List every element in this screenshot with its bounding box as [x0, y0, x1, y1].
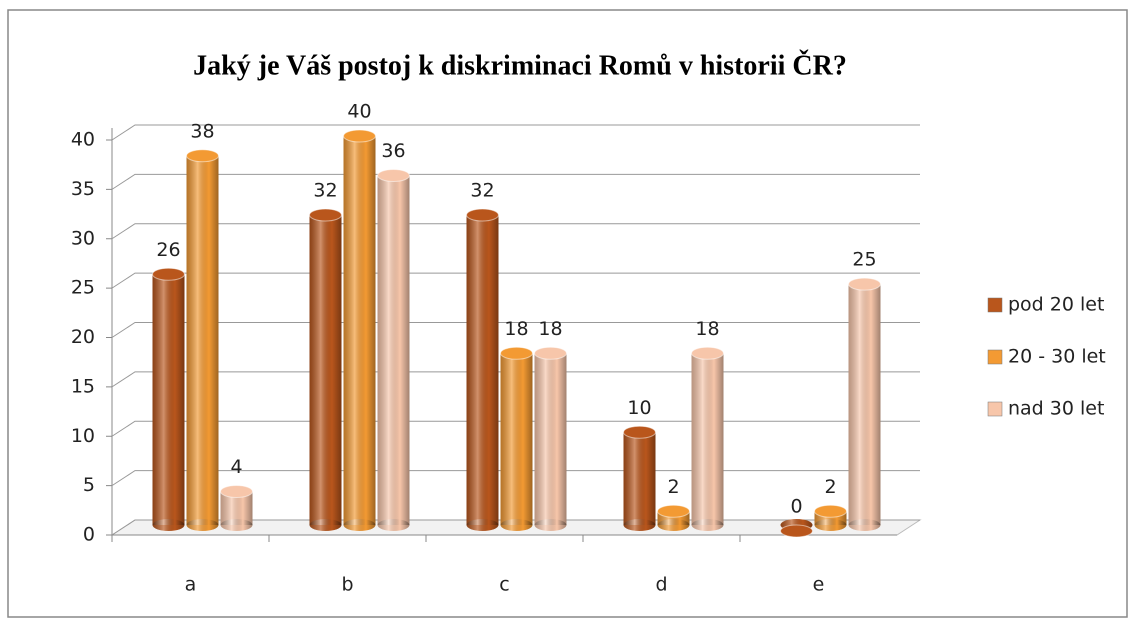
data-label: 40 — [347, 101, 371, 123]
bar-base-shade — [623, 519, 656, 531]
bar-shade — [848, 284, 881, 525]
bar-shade — [623, 432, 656, 525]
bar-base-shade — [343, 519, 376, 531]
grid-line — [111, 272, 920, 289]
data-label: 10 — [627, 397, 651, 419]
bar-base-shade — [309, 519, 342, 531]
bar-top — [780, 524, 813, 538]
bar-base-shade — [377, 519, 410, 531]
bar-top — [152, 267, 185, 281]
bar-top — [657, 504, 690, 518]
grid-line — [111, 420, 920, 437]
data-label: 26 — [156, 239, 180, 261]
data-label: 32 — [313, 180, 337, 202]
data-label: 38 — [190, 120, 214, 142]
legend-swatch — [987, 349, 1003, 365]
grid-line — [111, 371, 920, 388]
bar-base-shade — [657, 519, 690, 531]
y-tick-label: 35 — [71, 178, 95, 200]
bar-shade — [343, 136, 376, 525]
x-tick-label: b — [341, 574, 353, 596]
bar-shade — [186, 155, 219, 525]
y-tick-label: 25 — [71, 277, 95, 299]
data-label: 4 — [230, 456, 242, 478]
bar-shade — [500, 353, 533, 525]
grid-line — [111, 173, 920, 190]
bar-shade — [466, 215, 499, 525]
x-tick-label: c — [499, 574, 509, 596]
y-tick-label: 15 — [71, 375, 95, 397]
legend-swatch — [987, 401, 1003, 417]
bar-base-shade — [152, 519, 185, 531]
bar-top — [534, 346, 567, 360]
x-tick-label: e — [813, 574, 825, 596]
data-label: 18 — [504, 318, 528, 340]
legend-label: pod 20 let — [1008, 294, 1104, 316]
y-tick-label: 30 — [71, 227, 95, 249]
data-label: 36 — [381, 140, 405, 162]
legend-swatch — [987, 297, 1003, 313]
bar-top — [848, 277, 881, 291]
bar-top — [500, 346, 533, 360]
bar-top — [343, 129, 376, 143]
bar-shade — [377, 175, 410, 525]
x-tick-label: d — [655, 574, 667, 596]
bar-top — [814, 504, 847, 518]
data-label: 2 — [667, 476, 679, 498]
bar-shade — [309, 215, 342, 525]
bar-top — [186, 149, 219, 163]
y-tick-label: 40 — [71, 129, 95, 151]
bar-top — [309, 208, 342, 222]
grid-line — [111, 322, 920, 338]
bar-base-shade — [534, 519, 567, 531]
y-tick-label: 5 — [83, 474, 95, 496]
y-tick-label: 10 — [71, 425, 95, 447]
data-label: 25 — [852, 249, 876, 271]
grid-line — [111, 470, 920, 487]
bar-top — [466, 208, 499, 222]
bar-base-shade — [814, 519, 847, 531]
bar-base-shade — [466, 519, 499, 531]
bar-shade — [534, 353, 567, 525]
bar-shade — [691, 353, 724, 525]
y-tick-label: 20 — [71, 326, 95, 348]
data-label: 18 — [538, 318, 562, 340]
bar-base-shade — [691, 519, 724, 531]
data-label: 2 — [824, 476, 836, 498]
grid-line — [111, 223, 920, 240]
legend-label: 20 - 30 let — [1008, 346, 1106, 368]
x-tick-label: a — [185, 574, 197, 596]
bar-top — [220, 485, 253, 498]
y-tick-label: 0 — [83, 524, 95, 546]
bar-base-shade — [220, 519, 253, 531]
data-label: 0 — [790, 496, 802, 518]
grid-line — [111, 124, 920, 141]
data-label: 32 — [470, 180, 494, 202]
chart-title: Jaký je Váš postoj k diskriminaci Romů v… — [193, 50, 847, 81]
bar-base-shade — [186, 519, 219, 531]
data-label: 18 — [695, 318, 719, 340]
bar-top — [691, 346, 724, 360]
bar-top — [377, 169, 410, 182]
bar-shade — [152, 274, 185, 525]
bar-base-shade — [500, 519, 533, 531]
bar-base-shade — [848, 519, 881, 531]
bar-top — [623, 425, 656, 439]
legend-label: nad 30 let — [1008, 398, 1104, 420]
